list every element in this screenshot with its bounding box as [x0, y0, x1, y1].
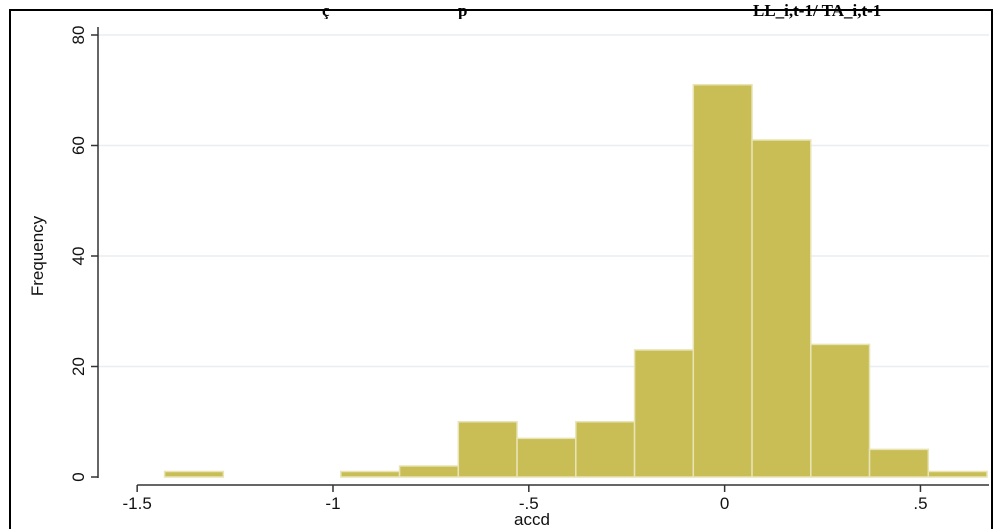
y-tick-label-0: 0	[69, 472, 88, 481]
x-axis-title: accd	[514, 510, 550, 529]
header-fragment-3: LL_i,t-1/ TA_i,t-1	[753, 3, 882, 19]
histogram-bar-2	[398, 465, 460, 478]
histogram-bar-5	[575, 421, 636, 478]
x-tick-label-3: 0	[720, 494, 729, 513]
axes: 0 20 40 60 80 -1.5 -1 -.5 0 .5	[69, 26, 989, 513]
y-axis-title: Frequency	[28, 215, 47, 296]
histogram-bar-8	[751, 139, 812, 478]
x-tick-label-4: .5	[913, 494, 927, 513]
y-tick-label-2: 40	[69, 247, 88, 266]
chart-frame: ç p LL_i,t-1/ TA_i,t-1 0 20 40 60 80 -1.5 -1 -.…	[9, 3, 993, 529]
histogram-bar-1	[340, 470, 401, 478]
x-tick-label-1: -1	[325, 494, 340, 513]
histogram-bars	[163, 83, 988, 478]
y-tick-label-1: 20	[69, 357, 88, 376]
histogram-bar-0	[163, 470, 225, 478]
histogram-bar-7	[692, 83, 753, 478]
y-tick-label-4: 80	[69, 26, 88, 45]
histogram-chart: 0 20 40 60 80 -1.5 -1 -.5 0 .5 Frequency accd	[28, 19, 989, 529]
histogram-bar-11	[927, 470, 988, 478]
y-tick-label-3: 60	[69, 136, 88, 155]
header-fragment-1: ç	[322, 3, 330, 19]
histogram-bar-9	[810, 343, 871, 478]
histogram-bar-10	[868, 448, 930, 478]
histogram-bar-6	[633, 349, 695, 478]
x-tick-label-2: -.5	[519, 494, 539, 513]
header-fragment-2: p	[458, 3, 468, 19]
histogram-bar-3	[457, 421, 518, 478]
x-tick-label-0: -1.5	[123, 494, 152, 513]
histogram-bar-4	[516, 437, 577, 478]
